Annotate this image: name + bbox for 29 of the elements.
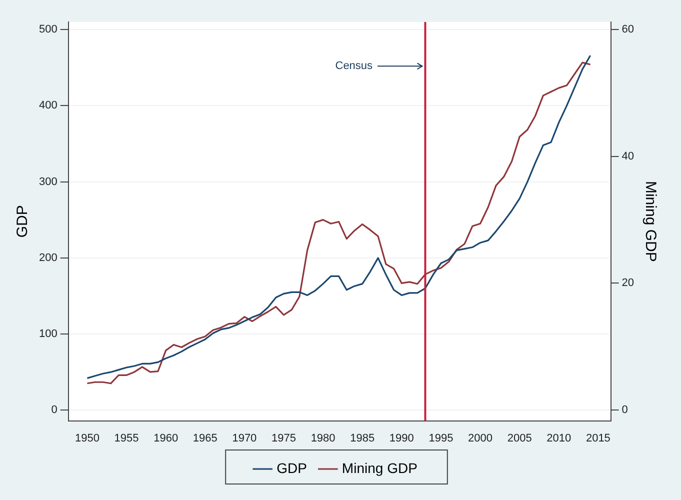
x-tick-label: 2005	[507, 432, 532, 444]
x-tick-label: 2015	[586, 432, 610, 444]
x-tick-label: 1965	[192, 432, 218, 444]
x-tick-label: 1980	[310, 432, 336, 444]
x-tick-label: 2000	[468, 432, 493, 444]
x-tick-label: 1995	[428, 432, 454, 444]
x-tick-label: 1950	[74, 432, 100, 444]
y-axis-title: GDP	[14, 205, 32, 238]
y2-tick-label: 20	[622, 277, 634, 290]
y-tick-label: 500	[38, 24, 58, 36]
y-tick-label: 0	[51, 404, 58, 416]
x-tick-label: 1985	[350, 432, 375, 444]
y2-axis-title: Mining GDP	[642, 180, 659, 262]
y-tick-label: 100	[38, 328, 58, 340]
legend-label: Mining GDP	[342, 460, 418, 476]
x-tick-label: 1975	[272, 432, 296, 444]
legend-label: GDP	[276, 460, 307, 476]
y2-tick-label: 0	[622, 404, 628, 416]
x-tick-label: 1970	[232, 432, 257, 444]
y2-tick-label: 60	[622, 24, 634, 36]
x-tick-label: 2010	[546, 432, 572, 444]
x-tick-label: 1990	[389, 432, 414, 444]
y-tick-label: 400	[38, 100, 58, 112]
x-tick-label: 1960	[154, 432, 178, 444]
y2-tick-label: 40	[622, 150, 634, 162]
y-tick-label: 300	[38, 176, 58, 188]
y-tick-label: 200	[38, 252, 58, 264]
x-tick-label: 1955	[114, 432, 139, 444]
annotation: Census	[335, 60, 374, 72]
